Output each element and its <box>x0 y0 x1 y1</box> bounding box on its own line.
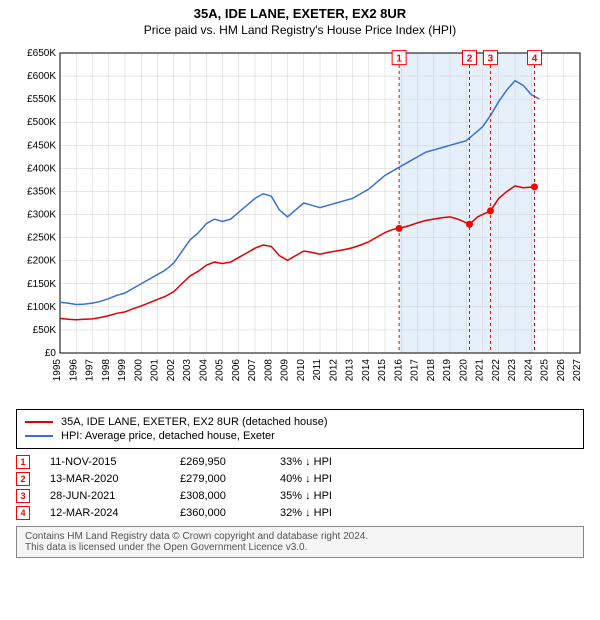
legend-item-hpi: HPI: Average price, detached house, Exet… <box>25 430 575 442</box>
svg-text:1997: 1997 <box>85 359 96 382</box>
chart-container: 35A, IDE LANE, EXETER, EX2 8UR Price pai… <box>6 6 594 558</box>
svg-text:£450K: £450K <box>27 140 56 151</box>
sale-price: £308,000 <box>180 490 260 502</box>
svg-text:1999: 1999 <box>117 359 128 382</box>
sale-diff: 35% ↓ HPI <box>280 490 380 502</box>
svg-text:2008: 2008 <box>263 359 274 382</box>
svg-text:2003: 2003 <box>182 359 193 382</box>
sale-price: £279,000 <box>180 473 260 485</box>
svg-text:3: 3 <box>488 54 494 65</box>
svg-text:2: 2 <box>467 54 473 65</box>
sale-row: 1 11-NOV-2015 £269,950 33% ↓ HPI <box>16 455 584 469</box>
footnote: Contains HM Land Registry data © Crown c… <box>16 526 584 558</box>
svg-text:2016: 2016 <box>393 359 404 382</box>
svg-text:£350K: £350K <box>27 186 56 197</box>
sale-diff: 40% ↓ HPI <box>280 473 380 485</box>
svg-text:£150K: £150K <box>27 279 56 290</box>
sale-price: £360,000 <box>180 507 260 519</box>
footnote-line2: This data is licensed under the Open Gov… <box>25 542 575 553</box>
sale-marker-icon: 3 <box>16 489 30 503</box>
sale-row: 4 12-MAR-2024 £360,000 32% ↓ HPI <box>16 506 584 520</box>
svg-text:2021: 2021 <box>475 359 486 382</box>
legend-item-property: 35A, IDE LANE, EXETER, EX2 8UR (detached… <box>25 416 575 428</box>
sale-marker-icon: 2 <box>16 472 30 486</box>
svg-text:2017: 2017 <box>410 359 421 382</box>
svg-text:£0: £0 <box>45 348 57 359</box>
svg-text:2012: 2012 <box>328 359 339 382</box>
svg-text:£650K: £650K <box>27 48 56 59</box>
svg-text:2001: 2001 <box>150 359 161 382</box>
svg-text:£100K: £100K <box>27 302 56 313</box>
sale-date: 11-NOV-2015 <box>50 456 160 468</box>
svg-text:2006: 2006 <box>231 359 242 382</box>
svg-text:2020: 2020 <box>458 359 469 382</box>
svg-text:1998: 1998 <box>101 359 112 382</box>
sale-date: 28-JUN-2021 <box>50 490 160 502</box>
sale-row: 3 28-JUN-2021 £308,000 35% ↓ HPI <box>16 489 584 503</box>
sale-row: 2 13-MAR-2020 £279,000 40% ↓ HPI <box>16 472 584 486</box>
chart-subtitle: Price paid vs. HM Land Registry's House … <box>6 23 594 37</box>
svg-text:£200K: £200K <box>27 256 56 267</box>
svg-text:2024: 2024 <box>523 359 534 382</box>
svg-text:2007: 2007 <box>247 359 258 382</box>
svg-text:2023: 2023 <box>507 359 518 382</box>
svg-text:2013: 2013 <box>345 359 356 382</box>
plot-area: £0 £50K £100K £150K £200K £250K £300K £350K £400… <box>10 43 590 403</box>
svg-text:2014: 2014 <box>361 359 372 382</box>
svg-text:2025: 2025 <box>540 359 551 382</box>
svg-text:£300K: £300K <box>27 210 56 221</box>
svg-text:2026: 2026 <box>556 359 567 382</box>
svg-text:2010: 2010 <box>296 359 307 382</box>
svg-text:£600K: £600K <box>27 71 56 82</box>
legend-swatch-property <box>25 421 53 423</box>
svg-text:2002: 2002 <box>166 359 177 382</box>
legend-swatch-hpi <box>25 435 53 437</box>
sale-date: 12-MAR-2024 <box>50 507 160 519</box>
svg-text:2011: 2011 <box>312 359 323 381</box>
sale-diff: 33% ↓ HPI <box>280 456 380 468</box>
svg-text:2009: 2009 <box>280 359 291 382</box>
legend-label-property: 35A, IDE LANE, EXETER, EX2 8UR (detached… <box>61 416 328 428</box>
chart-title-address: 35A, IDE LANE, EXETER, EX2 8UR <box>6 6 594 21</box>
sale-marker-icon: 4 <box>16 506 30 520</box>
footnote-line1: Contains HM Land Registry data © Crown c… <box>25 531 575 542</box>
svg-text:2019: 2019 <box>442 359 453 382</box>
legend-label-hpi: HPI: Average price, detached house, Exet… <box>61 430 275 442</box>
legend: 35A, IDE LANE, EXETER, EX2 8UR (detached… <box>16 409 584 449</box>
svg-text:£50K: £50K <box>33 325 57 336</box>
sale-diff: 32% ↓ HPI <box>280 507 380 519</box>
svg-text:2018: 2018 <box>426 359 437 382</box>
svg-text:£550K: £550K <box>27 94 56 105</box>
svg-text:£250K: £250K <box>27 233 56 244</box>
svg-text:2015: 2015 <box>377 359 388 382</box>
svg-text:1996: 1996 <box>68 359 79 382</box>
svg-text:1: 1 <box>396 54 402 65</box>
svg-text:2000: 2000 <box>133 359 144 382</box>
sales-table: 1 11-NOV-2015 £269,950 33% ↓ HPI 2 13-MA… <box>16 455 584 520</box>
svg-text:£400K: £400K <box>27 163 56 174</box>
svg-text:2022: 2022 <box>491 359 502 382</box>
svg-text:2027: 2027 <box>572 359 583 382</box>
svg-text:2004: 2004 <box>198 359 209 382</box>
svg-text:4: 4 <box>532 54 538 65</box>
svg-text:2005: 2005 <box>215 359 226 382</box>
sale-price: £269,950 <box>180 456 260 468</box>
svg-text:£500K: £500K <box>27 117 56 128</box>
svg-text:1995: 1995 <box>52 359 63 382</box>
sale-date: 13-MAR-2020 <box>50 473 160 485</box>
sale-marker-icon: 1 <box>16 455 30 469</box>
